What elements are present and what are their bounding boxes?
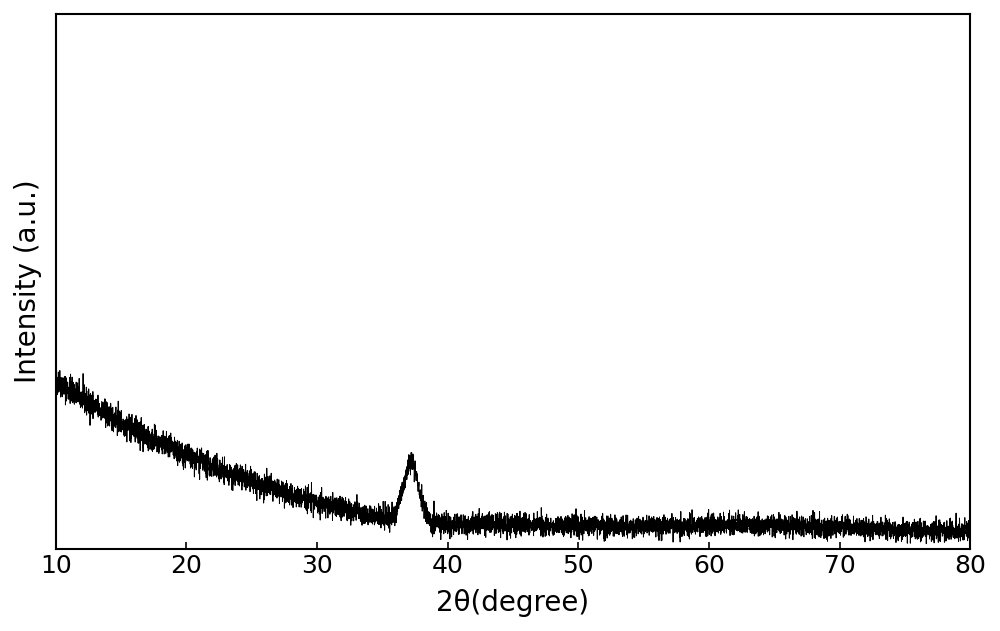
X-axis label: 2θ(degree): 2θ(degree)	[436, 589, 590, 617]
Y-axis label: Intensity (a.u.): Intensity (a.u.)	[14, 180, 42, 383]
